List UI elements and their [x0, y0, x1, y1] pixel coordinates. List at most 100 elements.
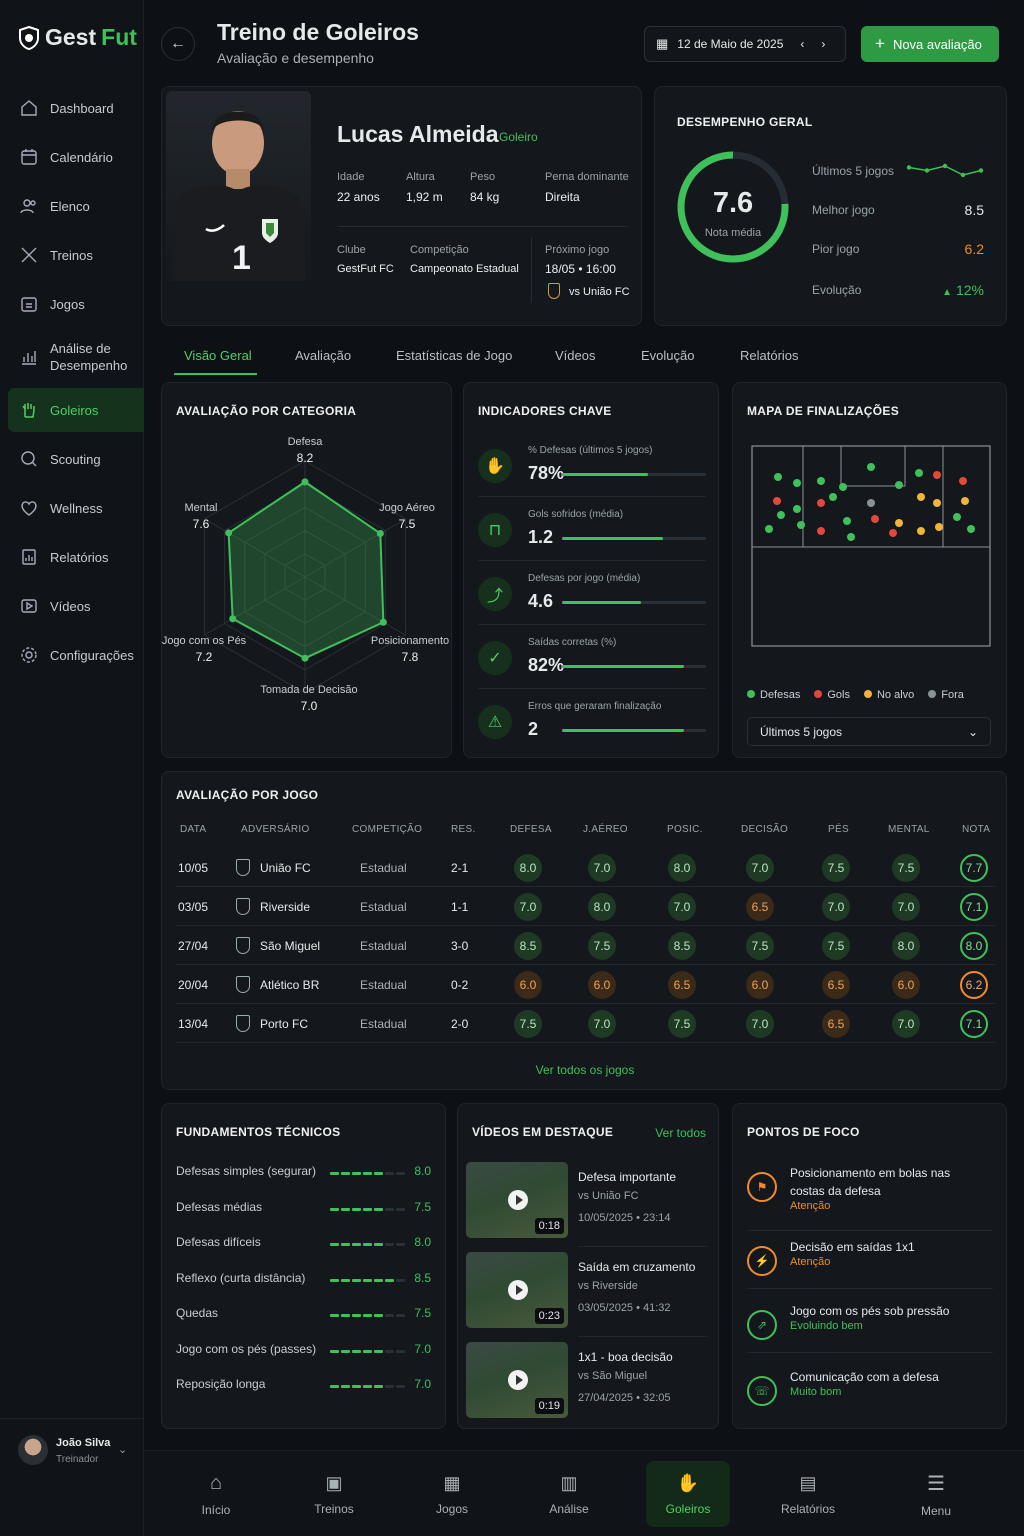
rating-pill: 6.0: [892, 970, 920, 999]
sidebar-item-jogos[interactable]: Jogos: [8, 282, 144, 326]
team-crest-icon: [236, 937, 250, 954]
sidebar-item-calendario[interactable]: Calendário: [8, 135, 144, 179]
chevron-down-icon[interactable]: ⌄: [118, 1444, 128, 1456]
fundamental-segment: [396, 1172, 405, 1176]
arrow-up-icon: ▲: [942, 287, 953, 298]
fundamental-segment: [352, 1385, 361, 1389]
shot-point: [777, 511, 785, 519]
sidebar-item-treinos[interactable]: Treinos: [8, 233, 144, 277]
table-row[interactable]: 03/05 Riverside Estadual 1-1 7.0 8.0 7.0 6.5 7.0…: [176, 887, 996, 926]
nota-pill: 7.1: [960, 1009, 988, 1038]
video-thumbnail[interactable]: 0:23: [466, 1252, 568, 1328]
play-icon[interactable]: [508, 1190, 528, 1210]
sidebar-item-videos[interactable]: Vídeos: [8, 584, 144, 628]
focus-icon: ⚑: [747, 1172, 777, 1202]
tab-estatisticas[interactable]: Estatísticas de Jogo: [396, 348, 513, 363]
arrow-left-icon: ←: [170, 35, 186, 52]
chevron-right-icon[interactable]: ›: [821, 37, 826, 51]
bottom-nav-jogos[interactable]: ▦ Jogos: [410, 1451, 494, 1536]
table-header-cell: MENTAL: [888, 824, 930, 835]
table-row[interactable]: 10/05 União FC Estadual 2-1 8.0 7.0 8.0 7.0 7.5 7…: [176, 848, 996, 887]
bottom-nav-menu[interactable]: ☰ Menu: [894, 1451, 978, 1536]
kpi-label: Erros que geraram finalização: [528, 701, 662, 712]
back-button[interactable]: ←: [161, 27, 195, 61]
opponent-name: Porto FC: [260, 1016, 309, 1031]
brand-logo[interactable]: Gest Fut: [18, 24, 137, 51]
chevron-left-icon[interactable]: ‹: [800, 37, 805, 51]
rating-pill: 7.5: [892, 853, 920, 882]
new-evaluation-button[interactable]: + Nova avaliação: [861, 26, 999, 62]
rating-cell: 6.5: [668, 965, 696, 1004]
fundamental-segment: [374, 1207, 383, 1211]
player-card: 1 Lucas Almeida Goleiro Idade 22 anos Al…: [161, 86, 642, 326]
videos-title: VÍDEOS EM DESTAQUE: [472, 1125, 614, 1139]
sidebar-item-scouting[interactable]: Scouting: [8, 437, 144, 481]
tab-visao-geral[interactable]: Visão Geral: [184, 348, 252, 363]
sidebar-item-analise[interactable]: Análise de Desempenho: [8, 331, 144, 383]
user-menu[interactable]: João Silva Treinador ⌄: [0, 1418, 144, 1536]
table-header-cell: J.AÉREO: [583, 824, 628, 835]
glove-icon: ✋: [478, 449, 512, 483]
menu-icon: ☰: [927, 1472, 945, 1495]
period-select[interactable]: Últimos 5 jogos ⌄: [747, 717, 991, 746]
worst-label: Pior jogo: [812, 242, 860, 256]
play-icon[interactable]: [508, 1370, 528, 1390]
shot-point: [867, 463, 875, 471]
chart-icon: ▥: [560, 1472, 578, 1493]
new-evaluation-label: Nova avaliação: [892, 36, 982, 52]
tab-evolucao[interactable]: Evolução: [641, 348, 695, 363]
fundamental-label: Defesas médias: [176, 1199, 263, 1214]
tab-videos[interactable]: Vídeos: [555, 348, 596, 363]
video-thumbnail[interactable]: 0:19: [466, 1342, 568, 1418]
sidebar-item-relatorios[interactable]: Relatórios: [8, 535, 144, 579]
bottom-nav-analise[interactable]: ▥ Análise: [527, 1451, 611, 1536]
bottom-nav-goleiros[interactable]: ✋ Goleiros: [646, 1461, 730, 1527]
sidebar-item-dashboard[interactable]: Dashboard: [8, 86, 144, 130]
shot-map: [751, 445, 991, 647]
fundamental-segment: [330, 1278, 339, 1282]
sidebar-item-wellness[interactable]: Wellness: [8, 486, 144, 530]
fundamental-segment: [341, 1314, 350, 1318]
fundamental-segment: [363, 1207, 372, 1211]
sidebar-item-configuracoes[interactable]: Configurações: [8, 633, 144, 677]
table-header-cell: DEFESA: [510, 824, 552, 835]
rating-cell: 7.0: [668, 887, 696, 926]
sidebar-item-label: Vídeos: [50, 598, 91, 614]
kpi-item: ⤴ Defesas por jogo (média) 4.6: [478, 565, 706, 625]
kpi-label: % Defesas (últimos 5 jogos): [528, 445, 653, 456]
fundamental-segment: [330, 1207, 339, 1211]
date-picker[interactable]: ▦ 12 de Maio de 2025 ‹ ›: [644, 26, 846, 62]
rating-cell: 7.5: [514, 1004, 542, 1043]
see-all-games-link[interactable]: Ver todos os jogos: [535, 1063, 635, 1077]
last5-sparkline: [906, 163, 984, 178]
game-result: 0-2: [451, 977, 469, 992]
fundamental-value: 8.0: [414, 1235, 431, 1249]
fundamental-segment: [396, 1207, 405, 1211]
table-row[interactable]: 13/04 Porto FC Estadual 2-0 7.5 7.0 7.5 7.0 6.5 7…: [176, 1004, 996, 1043]
table-row[interactable]: 27/04 São Miguel Estadual 3-0 8.5 7.5 8.5 7.5 7.…: [176, 926, 996, 965]
bottom-nav-relatorios[interactable]: ▤ Relatórios: [766, 1451, 850, 1536]
sidebar-item-goleiros[interactable]: Goleiros: [8, 388, 144, 432]
rating-cell: 6.0: [746, 965, 774, 1004]
table-row[interactable]: 20/04 Atlético BR Estadual 0-2 6.0 6.0 6.5 6.0 6…: [176, 965, 996, 1004]
kpi-item: ✋ % Defesas (últimos 5 jogos) 78%: [478, 437, 706, 497]
video-title[interactable]: Defesa importante: [578, 1170, 677, 1184]
fundamental-segment: [374, 1243, 383, 1247]
fundamental-segment: [363, 1243, 372, 1247]
video-thumbnail[interactable]: 0:18: [466, 1162, 568, 1238]
table-header-cell: COMPETIÇÃO: [352, 824, 423, 835]
see-all-videos-link[interactable]: Ver todos: [655, 1126, 706, 1140]
play-icon[interactable]: [508, 1280, 528, 1300]
tab-avaliacao[interactable]: Avaliação: [295, 348, 352, 363]
tab-relatorios[interactable]: Relatórios: [740, 348, 799, 363]
bottom-nav-treinos[interactable]: ▣ Treinos: [292, 1451, 376, 1536]
bottom-nav-inicio[interactable]: ⌂ Início: [174, 1451, 258, 1536]
sidebar-item-label: Configurações: [50, 647, 134, 663]
chevron-down-icon: ⌄: [967, 724, 978, 739]
rating-cell: 6.0: [588, 965, 616, 1004]
video-title[interactable]: 1x1 - boa decisão: [578, 1350, 673, 1364]
video-title[interactable]: Saída em cruzamento: [578, 1260, 696, 1274]
sidebar-item-elenco[interactable]: Elenco: [8, 184, 144, 228]
evolution-label: Evolução: [812, 283, 862, 297]
tab-active-indicator: [174, 373, 257, 375]
